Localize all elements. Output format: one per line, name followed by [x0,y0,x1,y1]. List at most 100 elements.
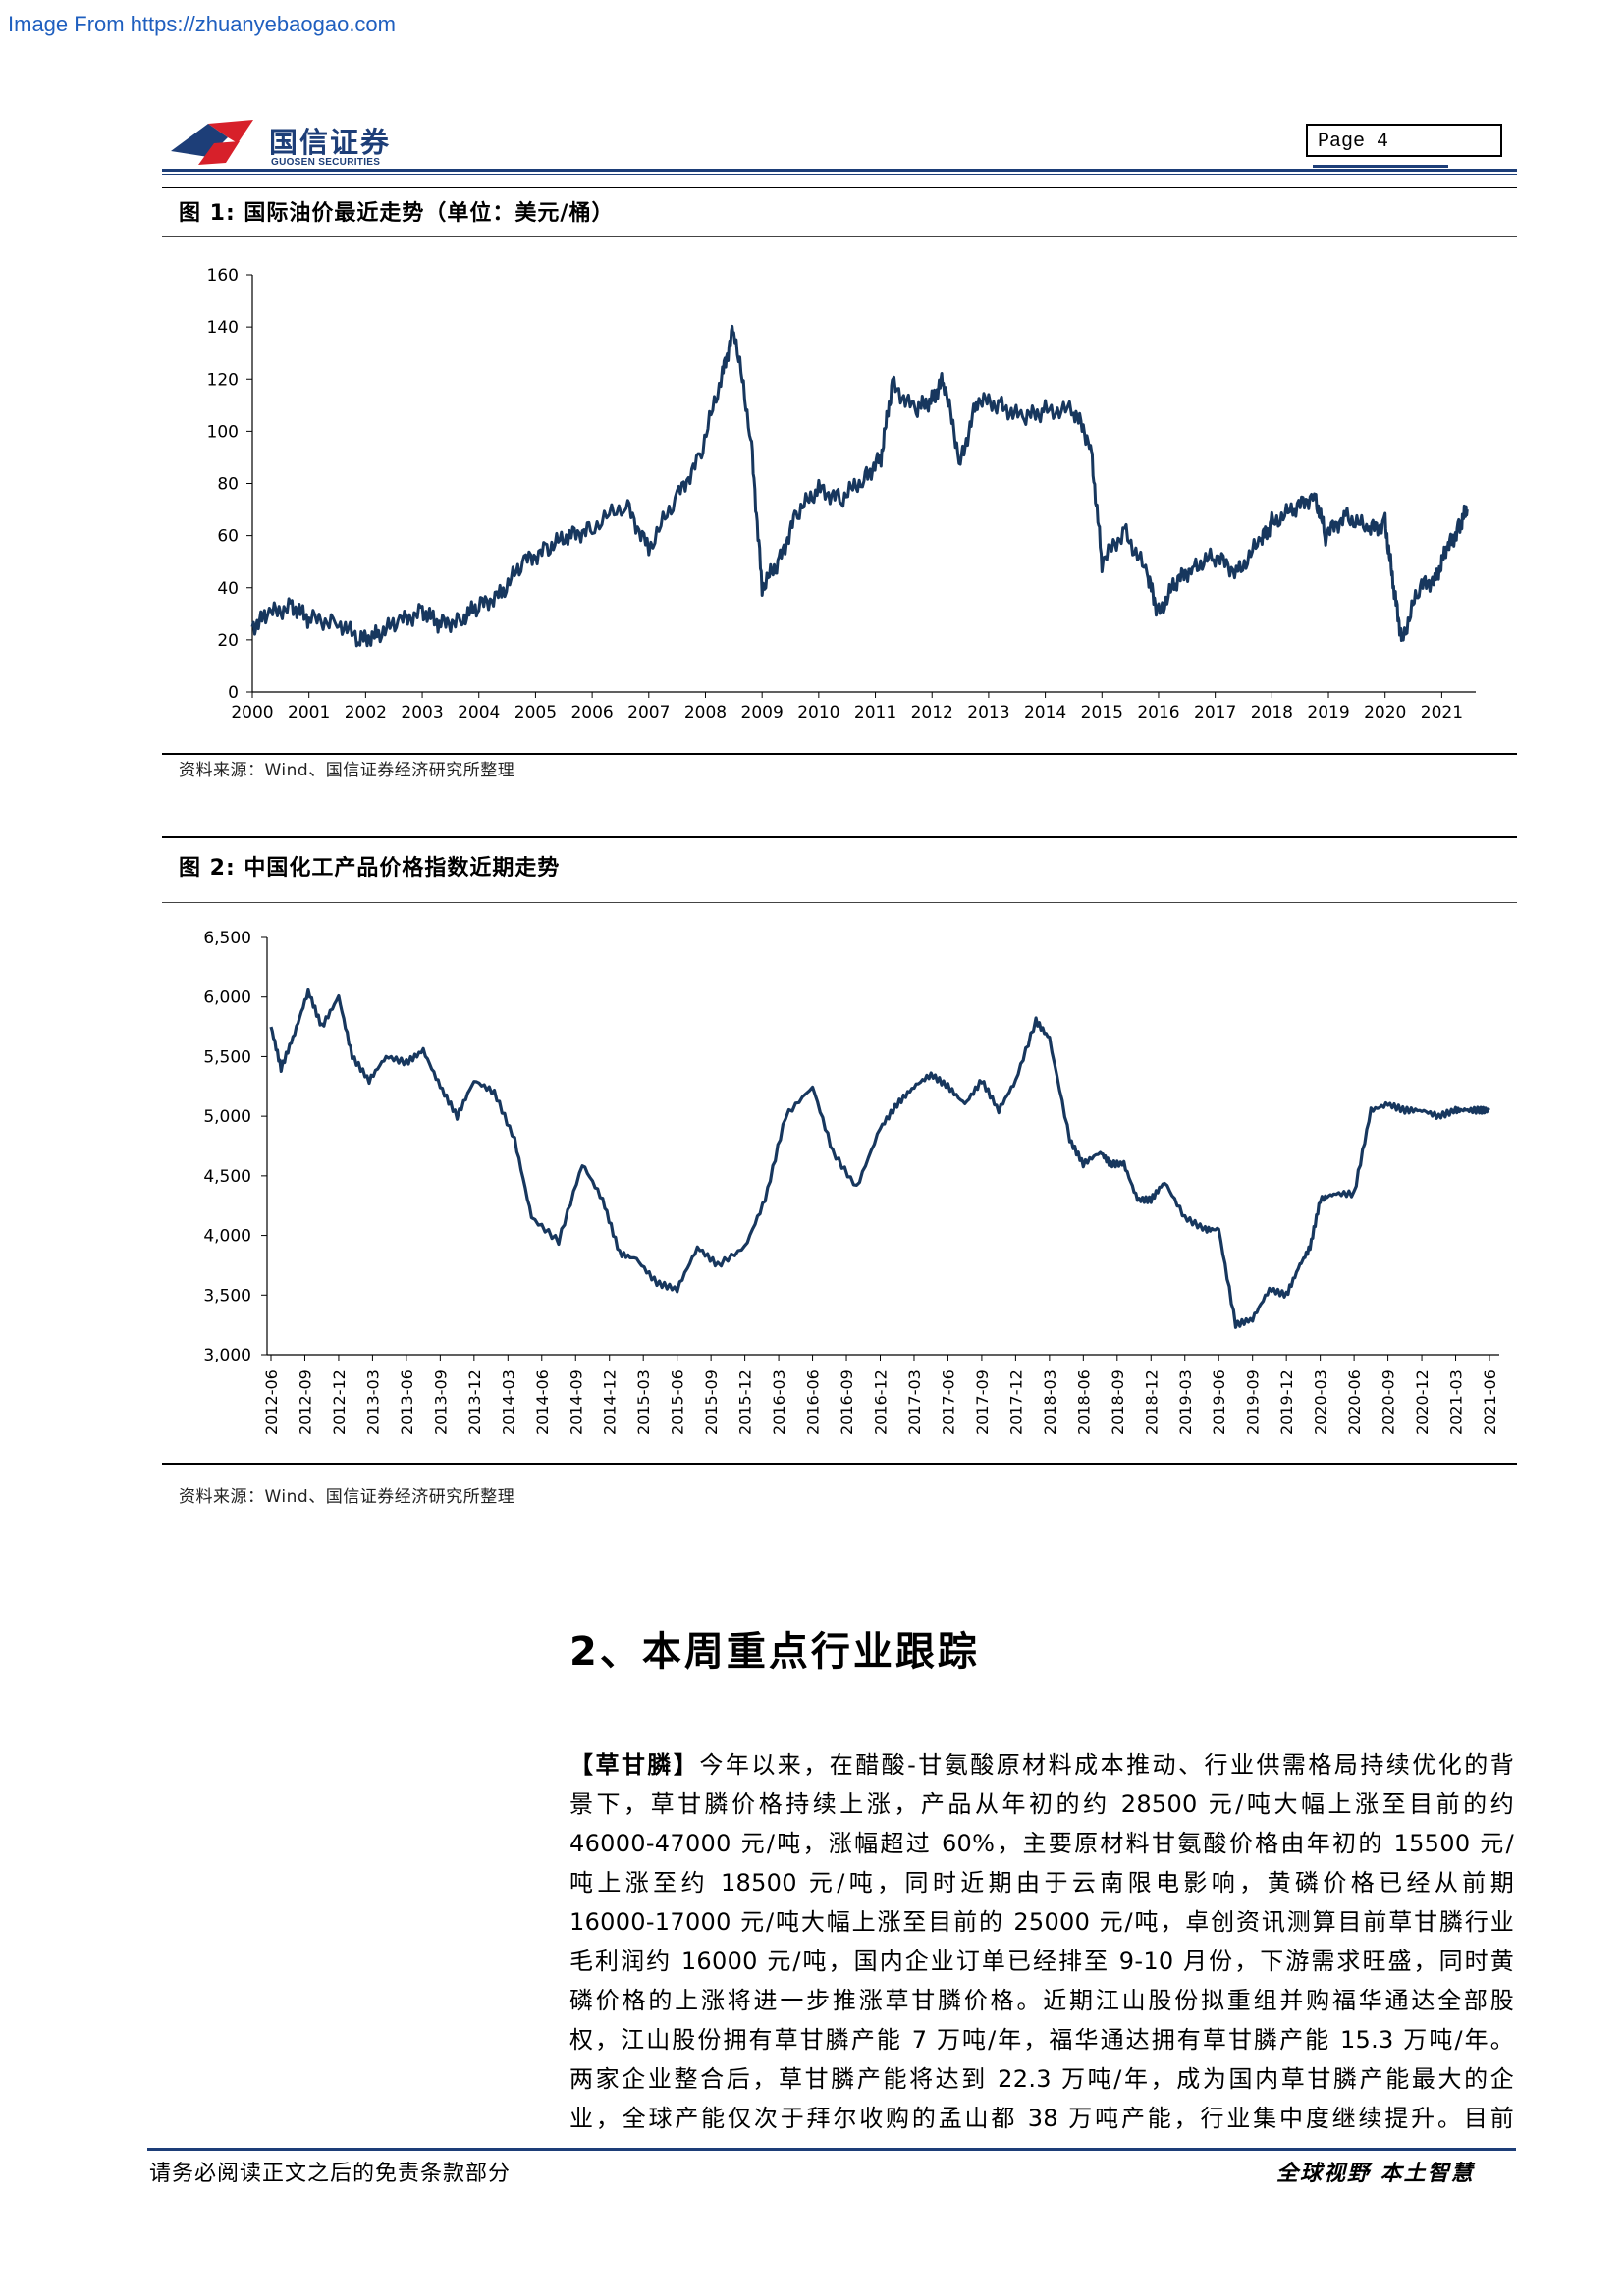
x-tick-label: 2021-03 [1447,1369,1466,1435]
chemical-index-line [269,988,1490,1329]
figure1-source: 资料来源：Wind、国信证券经济研究所整理 [179,761,515,780]
paragraph-line: 吨上涨至约 18500 元/吨，同时近期由于云南限电影响，黄磷价格已经从前期 [569,1869,1514,1896]
y-tick-label: 80 [217,475,239,495]
x-tick-label: 2015-09 [702,1369,721,1435]
header-rule [162,169,1517,172]
x-tick-label: 2012-09 [296,1369,314,1435]
x-tick-label: 2000 [231,703,273,722]
x-tick-label: 2010 [797,703,839,722]
x-tick-label: 2014-03 [499,1369,517,1435]
x-tick-label: 2019-12 [1277,1369,1296,1435]
logo-emblem-icon [171,120,253,165]
x-tick-label: 2012 [911,703,953,722]
figure1-top-rule [162,187,1517,188]
paragraph-text: 今年以来，在醋酸-甘氨酸原材料成本推动、行业供需格局持续优化的背 [699,1751,1514,1779]
x-tick-label: 2020-09 [1380,1369,1398,1435]
x-tick-label: 2015-06 [669,1369,687,1435]
figure2-bottom-rule [162,1463,1517,1465]
x-tick-label: 2015-03 [634,1369,653,1435]
x-tick-label: 2005 [514,703,557,722]
page-box-underline [1313,165,1448,168]
x-tick-label: 2013-06 [398,1369,416,1435]
x-tick-label: 2016-03 [770,1369,788,1435]
y-tick-label: 4,000 [203,1227,251,1247]
x-tick-label: 2017-12 [1006,1369,1025,1435]
x-tick-label: 2011 [854,703,896,722]
x-tick-label: 2017 [1194,703,1236,722]
x-tick-label: 2017-03 [905,1369,924,1435]
x-tick-label: 2019-09 [1244,1369,1263,1435]
y-tick-label: 3,000 [203,1346,251,1365]
paragraph-line: 16000-17000 元/吨大幅上涨至目前的 25000 元/吨，卓创资讯测算… [569,1908,1514,1936]
x-tick-label: 2021 [1421,703,1463,722]
x-tick-label: 2003 [401,703,443,722]
x-tick-label: 2018 [1251,703,1293,722]
y-tick-label: 3,500 [203,1286,251,1306]
x-tick-label: 2014 [1024,703,1066,722]
y-tick-label: 6,000 [203,988,251,1008]
y-tick-label: 6,500 [203,929,251,948]
section-heading: 2、本周重点行业跟踪 [569,1629,980,1675]
paragraph-line: 权，江山股份拥有草甘膦产能 7 万吨/年，福华通达拥有草甘膦产能 15.3 万吨… [569,2026,1514,2054]
x-tick-label: 2009 [741,703,784,722]
x-tick-label: 2018-03 [1041,1369,1059,1435]
x-tick-label: 2016-09 [838,1369,856,1435]
x-tick-label: 2020 [1364,703,1406,722]
y-tick-label: 4,500 [203,1167,251,1187]
x-tick-label: 2013-03 [363,1369,382,1435]
x-tick-label: 2017-06 [939,1369,957,1435]
source-watermark: Image From https://zhuanyebaogao.com [8,12,396,36]
chemical-index-chart: 3,000 3,500 4,000 4,500 5,000 5,500 6,000 6,500… [203,929,1499,1435]
x-tick-label: 2020-06 [1345,1369,1364,1435]
figure1-title: 图 1: 国际油价最近走势（单位：美元/桶） [179,201,615,226]
figure2-source: 资料来源：Wind、国信证券经济研究所整理 [179,1487,515,1507]
paragraph-line: 46000-47000 元/吨，涨幅超过 60%，主要原材料甘氨酸价格由年初的 … [569,1830,1514,1857]
paragraph-line: 业，全球产能仅次于拜尔收购的孟山都 38 万吨产能，行业集中度继续提升。目前 [569,2105,1514,2132]
y-tick-label: 20 [217,631,239,651]
x-tick-label: 2020-03 [1312,1369,1330,1435]
footer-disclaimer: 请务必阅读正文之后的免责条款部分 [149,2162,512,2186]
glyphosate-paragraph: 【草甘膦】今年以来，在醋酸-甘氨酸原材料成本推动、行业供需格局持续优化的背景下，… [569,1745,1514,2138]
x-tick-label: 2013 [967,703,1009,722]
y-tick-label: 0 [228,683,239,703]
figure2-title: 图 2: 中国化工产品价格指数近期走势 [179,856,561,881]
x-tick-label: 2007 [627,703,670,722]
x-tick-label: 2014-09 [567,1369,585,1435]
y-tick-label: 40 [217,579,239,599]
x-tick-label: 2001 [288,703,330,722]
x-tick-label: 2019 [1307,703,1349,722]
x-tick-label: 2018-06 [1074,1369,1093,1435]
y-tick-label: 120 [207,370,239,390]
paragraph-line: 景下，草甘膦价格持续上涨，产品从年初的约 28500 元/吨大幅上涨至目前的约 [569,1790,1514,1818]
figure2-top-rule [162,836,1517,838]
oil-price-line [250,324,1469,648]
x-tick-label: 2012-12 [330,1369,349,1435]
figure1-title-rule [162,236,1517,237]
y-tick-label: 140 [207,318,239,338]
x-tick-label: 2016-06 [804,1369,823,1435]
logo-english-name: GUOSEN SECURITIES [271,157,381,168]
x-tick-label: 2014-06 [533,1369,552,1435]
x-tick-label: 2017-09 [973,1369,992,1435]
x-tick-label: 2002 [345,703,387,722]
x-tick-label: 2015-12 [736,1369,755,1435]
logo-chinese-name: 国信证券 [269,126,392,159]
paragraph-line: 磷价格的上涨将进一步推涨草甘膦价格。近期江山股份拟重组并购福华通达全部股 [569,1987,1514,2014]
x-tick-label: 2004 [458,703,500,722]
y-tick-label: 5,500 [203,1047,251,1067]
header-rule-thin [162,174,1517,175]
paragraph-line: 两家企业整合后，草甘膦产能将达到 22.3 万吨/年，成为国内草甘膦产能最大的企 [569,2065,1514,2093]
x-tick-label: 2019-06 [1210,1369,1228,1435]
x-tick-label: 2008 [684,703,727,722]
page-number-box: Page 4 [1306,124,1502,157]
figure2-title-rule [162,902,1517,903]
footer-slogan: 全球视野 本土智慧 [1276,2161,1475,2186]
x-tick-label: 2018-12 [1142,1369,1161,1435]
x-tick-label: 2013-09 [431,1369,450,1435]
oil-price-chart: 0 20 40 60 80 100 120 140 160 2000 2001 2002 2003 200… [207,266,1476,722]
x-tick-label: 2021-06 [1481,1369,1499,1435]
figure1-bottom-rule [162,753,1517,755]
y-tick-label: 60 [217,527,239,547]
x-tick-label: 2014-12 [601,1369,620,1435]
paragraph-line: 【草甘膦】今年以来，在醋酸-甘氨酸原材料成本推动、行业供需格局持续优化的背 [569,1745,1514,1785]
